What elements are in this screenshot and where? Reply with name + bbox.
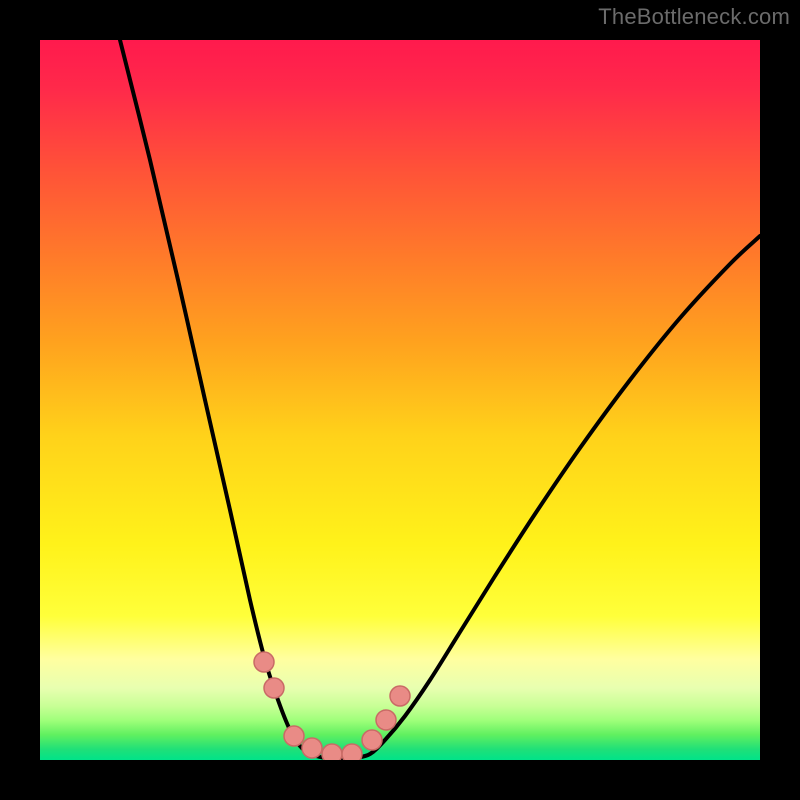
curve-marker: [322, 744, 342, 760]
curve-marker: [390, 686, 410, 706]
watermark-text: TheBottleneck.com: [598, 4, 790, 30]
chart-plot: [40, 40, 760, 760]
curve-marker: [342, 744, 362, 760]
curve-marker: [254, 652, 274, 672]
curve-marker: [362, 730, 382, 750]
stage: TheBottleneck.com: [0, 0, 800, 800]
curve-marker: [376, 710, 396, 730]
curve-marker: [284, 726, 304, 746]
curve-marker: [264, 678, 284, 698]
curve-marker: [302, 738, 322, 758]
